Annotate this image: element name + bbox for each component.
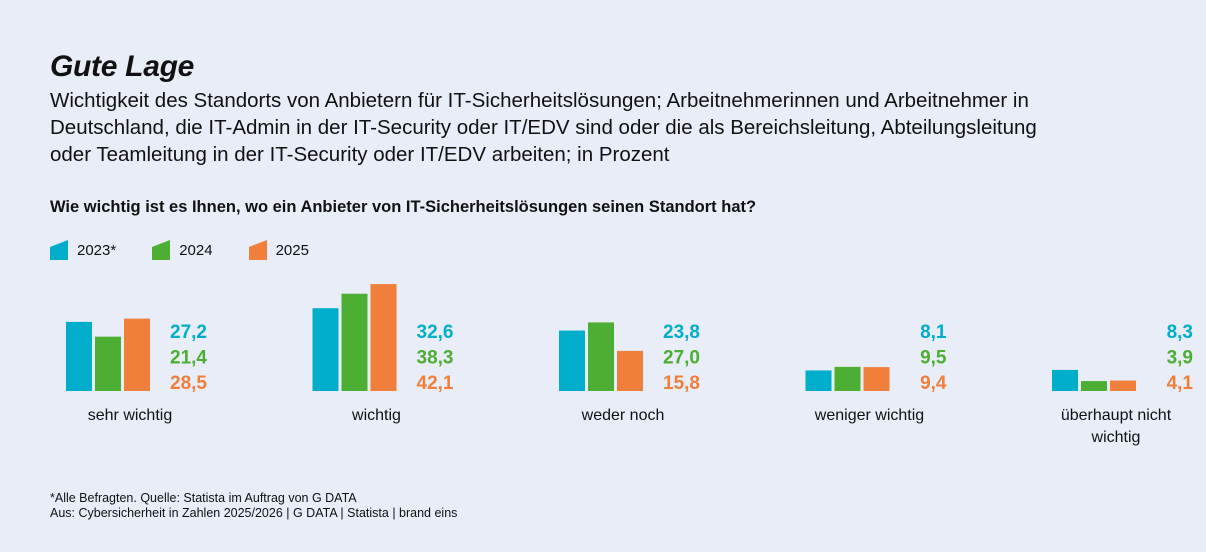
data-label: 8,3 xyxy=(1167,322,1193,343)
bar-group: 32,6 38,3 42,1 wichtig xyxy=(312,284,454,424)
legend-label: 2024 xyxy=(179,241,213,259)
category-label: weder noch xyxy=(581,407,665,424)
bar xyxy=(1081,381,1107,391)
bar xyxy=(588,322,614,391)
legend-label: 2025 xyxy=(275,241,309,259)
bar xyxy=(66,321,92,391)
legend-swatch-icon xyxy=(248,240,267,260)
bar xyxy=(1052,369,1078,391)
legend-item-2025: 2025 xyxy=(248,240,309,260)
bar-chart: 27,2 21,4 28,5 sehr wichtig 32,6 38,3 42,1 wich… xyxy=(66,284,1193,446)
bar xyxy=(370,284,397,391)
data-label: 4,1 xyxy=(1167,373,1194,394)
category-label: sehr wichtig xyxy=(88,407,172,424)
data-label: 32,6 xyxy=(417,322,454,343)
data-label: 28,5 xyxy=(170,373,207,394)
data-label: 9,4 xyxy=(920,373,947,394)
bar xyxy=(863,367,890,391)
legend-item-2023: 2023* xyxy=(50,240,116,260)
data-label: 23,8 xyxy=(663,322,700,343)
subtitle-line: Wichtigkeit des Standorts von Anbietern … xyxy=(50,89,1029,112)
data-label: 27,2 xyxy=(170,322,207,343)
bar-group: 23,8 27,0 15,8 weder noch xyxy=(559,322,700,424)
bar xyxy=(341,293,368,391)
category-label: überhaupt nicht wichtig xyxy=(1061,407,1172,446)
legend: 2023* 2024 2025 xyxy=(50,240,345,260)
legend-item-2024: 2024 xyxy=(152,240,213,260)
data-label: 9,5 xyxy=(920,348,947,369)
data-label: 3,9 xyxy=(1167,348,1193,369)
legend-label: 2023* xyxy=(77,241,117,259)
bar xyxy=(95,336,121,391)
legend-swatch-icon xyxy=(152,240,171,260)
bar xyxy=(559,330,585,391)
data-label: 21,4 xyxy=(170,348,207,369)
bar-group: 8,3 3,9 4,1 überhaupt nicht wichtig xyxy=(1052,322,1193,446)
subtitle-line: Deutschland, die IT-Admin in der IT-Secu… xyxy=(50,116,1037,139)
survey-question: Wie wichtig ist es Ihnen, wo ein Anbiete… xyxy=(50,198,757,216)
data-label: 27,0 xyxy=(663,348,700,369)
source-line: Aus: Cybersicherheit in Zahlen 2025/2026… xyxy=(50,506,458,520)
category-label: weniger wichtig xyxy=(814,407,924,424)
chart-title: Gute Lage xyxy=(50,50,194,83)
data-label: 38,3 xyxy=(417,348,454,369)
data-label: 8,1 xyxy=(920,322,947,343)
bar xyxy=(1110,380,1136,391)
footnote: *Alle Befragten. Quelle: Statista im Auf… xyxy=(50,491,357,505)
bar-group: 27,2 21,4 28,5 sehr wichtig xyxy=(66,318,207,424)
chart-subtitle: Wichtigkeit des Standorts von Anbietern … xyxy=(50,87,1037,168)
bar xyxy=(124,318,150,391)
subtitle-line: oder Teamleitung in der IT-Security oder… xyxy=(50,143,670,166)
bar xyxy=(834,366,861,391)
data-label: 15,8 xyxy=(663,373,700,394)
footer: *Alle Befragten. Quelle: Statista im Auf… xyxy=(50,491,457,521)
legend-swatch-icon xyxy=(50,240,68,260)
category-label: wichtig xyxy=(351,407,401,424)
bar xyxy=(805,370,832,391)
bar-group: 8,1 9,5 9,4 weniger wichtig xyxy=(805,322,947,424)
bar xyxy=(617,350,643,391)
bar xyxy=(312,308,339,391)
data-label: 42,1 xyxy=(417,373,454,394)
